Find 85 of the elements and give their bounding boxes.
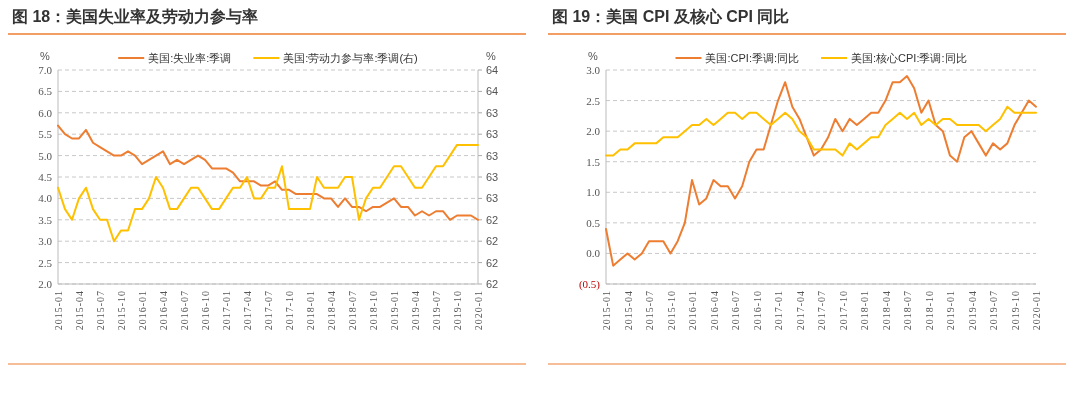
line-series [605, 75, 1037, 267]
y2-tick-label: 63 [486, 171, 499, 183]
y2-tick-label: 62 [486, 213, 499, 226]
x-tick-label: 2015-01 [53, 290, 64, 331]
x-tick-label: 2015-01 [601, 290, 612, 331]
y-axis-title: % [40, 50, 50, 62]
y2-tick-label: 64 [486, 85, 499, 98]
x-tick-label: 2019-07 [988, 290, 999, 331]
y-tick-label: 3.0 [38, 235, 53, 248]
x-tick-label: 2017-01 [221, 290, 232, 331]
y-tick-label: (0.5) [578, 278, 601, 291]
y-tick-label: 1.5 [586, 155, 601, 168]
y-tick-label: 2.5 [586, 94, 601, 107]
y-tick-label: 5.0 [38, 149, 53, 162]
y2-tick-label: 63 [486, 106, 499, 119]
x-tick-label: 2018-04 [326, 290, 337, 331]
x-tick-label: 2015-07 [644, 290, 655, 331]
x-tick-label: 2019-01 [389, 290, 400, 331]
legend-label: 美国:失业率:季调 [148, 52, 232, 64]
x-tick-label: 2017-10 [284, 290, 295, 331]
y2-tick-label: 63 [486, 192, 499, 205]
y-tick-label: 2.0 [586, 125, 601, 138]
x-tick-label: 2018-10 [923, 290, 935, 331]
y-tick-label: 7.0 [38, 64, 53, 76]
x-tick-label: 2017-07 [816, 290, 827, 331]
x-tick-label: 2019-01 [945, 290, 956, 331]
x-tick-label: 2016-10 [200, 290, 211, 331]
y-tick-label: 2.0 [38, 278, 53, 290]
x-tick-label: 2016-07 [730, 290, 741, 331]
y2-tick-label: 62 [486, 235, 499, 248]
x-tick-label: 2016-04 [158, 290, 169, 331]
y2-tick-label: 64 [486, 64, 499, 76]
x-tick-label: 2016-07 [179, 290, 190, 331]
x-tick-label: 2016-01 [687, 290, 698, 331]
chart-title: 图 18：美国失业率及劳动力参与率 [12, 7, 259, 25]
x-tick-label: 2018-01 [305, 290, 316, 331]
y-tick-label: 2.5 [38, 256, 53, 269]
x-tick-label: 2020-01 [473, 290, 484, 331]
x-tick-label: 2015-04 [74, 290, 85, 331]
y-axis-title: % [588, 50, 598, 62]
x-tick-label: 2018-01 [859, 290, 870, 331]
y-tick-label: 3.0 [586, 64, 601, 76]
y-tick-label: 0.0 [586, 247, 601, 260]
legend-label: 美国:核心CPI:季调:同比 [851, 52, 967, 64]
x-tick-label: 2019-04 [410, 290, 421, 331]
y-tick-label: 4.0 [38, 192, 53, 205]
line-series [605, 105, 1037, 157]
line-series [57, 124, 479, 221]
x-tick-label: 2018-10 [368, 290, 379, 331]
y2-tick-label: 62 [486, 278, 499, 290]
y2-tick-label: 62 [486, 256, 499, 269]
x-tick-label: 2019-10 [452, 290, 463, 331]
x-tick-label: 2016-04 [708, 290, 720, 331]
y-tick-label: 4.5 [38, 171, 53, 183]
x-tick-label: 2015-10 [116, 290, 127, 331]
x-tick-label: 2018-04 [880, 290, 892, 331]
x-tick-label: 2017-04 [794, 290, 806, 331]
line-series [57, 143, 479, 243]
x-tick-label: 2020-01 [1031, 290, 1042, 331]
x-tick-label: 2015-10 [665, 290, 677, 331]
x-tick-label: 2018-07 [902, 290, 913, 331]
x-tick-label: 2015-07 [95, 290, 106, 331]
y-tick-label: 5.5 [38, 128, 53, 141]
x-tick-label: 2017-07 [263, 290, 274, 331]
y2-axis-title: % [486, 50, 496, 62]
chart-title: 图 19：美国 CPI 及核心 CPI 同比 [552, 7, 790, 25]
x-tick-label: 2018-07 [347, 290, 358, 331]
x-tick-label: 2017-01 [773, 290, 784, 331]
x-tick-label: 2019-04 [966, 290, 978, 331]
legend-label: 美国:CPI:季调:同比 [705, 52, 799, 64]
y-tick-label: 6.0 [38, 106, 53, 119]
x-tick-label: 2017-10 [837, 290, 849, 331]
legend-label: 美国:劳动力参与率:季调(右) [283, 52, 418, 64]
x-tick-label: 2019-07 [431, 290, 442, 331]
x-tick-label: 2016-01 [137, 290, 148, 331]
y-tick-label: 6.5 [38, 85, 53, 98]
x-tick-label: 2016-10 [751, 290, 763, 331]
x-tick-label: 2015-04 [622, 290, 634, 331]
y2-tick-label: 63 [486, 149, 499, 162]
y-tick-label: 0.5 [586, 216, 601, 229]
y-tick-label: 3.5 [38, 213, 53, 226]
x-tick-label: 2017-04 [242, 290, 253, 331]
y-tick-label: 1.0 [586, 186, 601, 199]
x-tick-label: 2019-10 [1009, 290, 1021, 331]
y2-tick-label: 63 [486, 128, 499, 141]
